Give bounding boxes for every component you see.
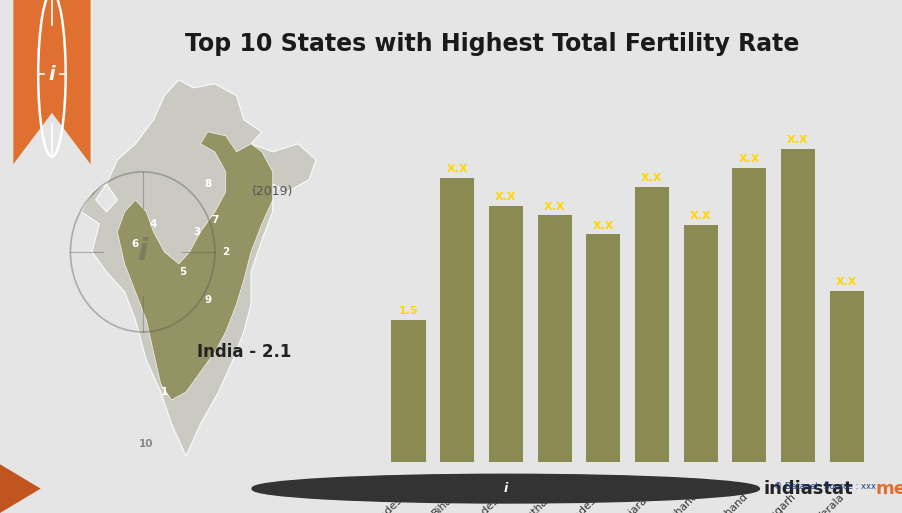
Text: Kerala: Kerala bbox=[815, 491, 846, 513]
Bar bbox=[732, 168, 766, 462]
Text: Haryana/Gujarat: Haryana/Gujarat bbox=[581, 491, 651, 513]
Bar bbox=[585, 234, 620, 462]
Text: Jharkhand: Jharkhand bbox=[654, 491, 700, 513]
Polygon shape bbox=[117, 132, 272, 400]
Polygon shape bbox=[0, 464, 41, 513]
Text: X.X: X.X bbox=[592, 221, 613, 231]
Text: X.X: X.X bbox=[689, 211, 711, 221]
Text: X.X: X.X bbox=[787, 135, 808, 145]
Text: (2019): (2019) bbox=[252, 185, 293, 199]
Text: X.X: X.X bbox=[640, 173, 662, 183]
Circle shape bbox=[253, 475, 758, 502]
Text: 5: 5 bbox=[179, 267, 186, 277]
Text: Chhattisgarh: Chhattisgarh bbox=[741, 491, 797, 513]
Text: X.X: X.X bbox=[738, 154, 759, 164]
Text: 1: 1 bbox=[161, 387, 168, 397]
Bar bbox=[439, 177, 474, 462]
Text: i: i bbox=[137, 238, 148, 266]
Bar bbox=[780, 149, 815, 462]
Text: i: i bbox=[503, 482, 507, 495]
Text: Andhra Pradesh: Andhra Pradesh bbox=[340, 491, 408, 513]
Text: 3: 3 bbox=[193, 227, 200, 237]
Polygon shape bbox=[14, 0, 90, 164]
Text: 9: 9 bbox=[204, 295, 211, 305]
Text: i: i bbox=[49, 65, 55, 84]
Text: X.X: X.X bbox=[494, 192, 516, 202]
Bar bbox=[829, 291, 863, 462]
Text: 2: 2 bbox=[222, 247, 229, 257]
Bar bbox=[488, 206, 522, 462]
Text: 7: 7 bbox=[211, 215, 218, 225]
Text: 10: 10 bbox=[139, 439, 153, 449]
Bar bbox=[537, 215, 571, 462]
Text: Bihar: Bihar bbox=[429, 491, 456, 513]
Text: Uttar Pradesh: Uttar Pradesh bbox=[446, 491, 505, 513]
Text: Rajasthan: Rajasthan bbox=[509, 491, 554, 513]
Bar bbox=[391, 320, 425, 462]
Bar bbox=[683, 225, 717, 462]
Text: X.X: X.X bbox=[543, 202, 565, 212]
Text: 1.5: 1.5 bbox=[398, 306, 418, 316]
Text: Uttarakhand: Uttarakhand bbox=[694, 491, 749, 513]
Polygon shape bbox=[81, 80, 316, 456]
Text: X.X: X.X bbox=[446, 164, 467, 174]
Text: India - 2.1: India - 2.1 bbox=[197, 343, 290, 361]
Text: indiastat: indiastat bbox=[762, 480, 851, 498]
Text: 4: 4 bbox=[150, 219, 157, 229]
Bar bbox=[634, 187, 668, 462]
Text: © Datanet  Source : xxx: © Datanet Source : xxx bbox=[773, 482, 875, 491]
Text: 8: 8 bbox=[204, 179, 211, 189]
Text: 6: 6 bbox=[132, 239, 139, 249]
Text: Madhya Pradesh: Madhya Pradesh bbox=[532, 491, 603, 513]
Text: X.X: X.X bbox=[835, 278, 857, 287]
Text: media: media bbox=[875, 480, 902, 498]
Text: Top 10 States with Highest Total Fertility Rate: Top 10 States with Highest Total Fertili… bbox=[185, 32, 798, 55]
